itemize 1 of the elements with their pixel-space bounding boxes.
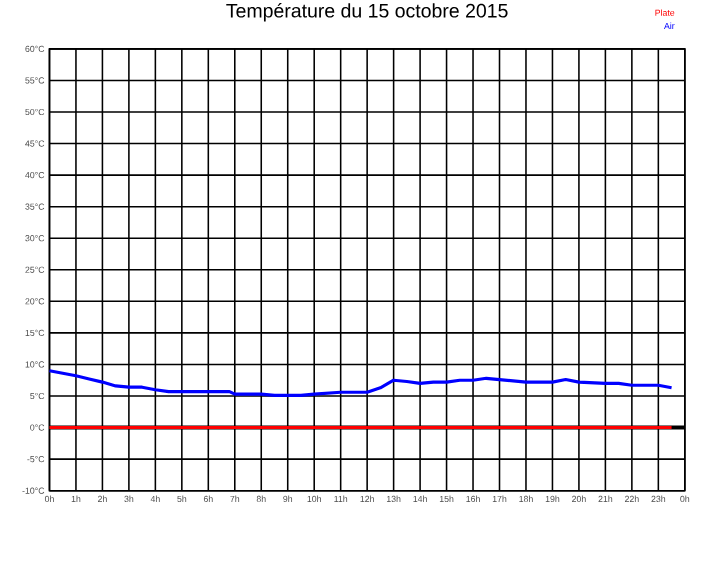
chart-title: Température du 15 octobre 2015 (226, 3, 508, 22)
